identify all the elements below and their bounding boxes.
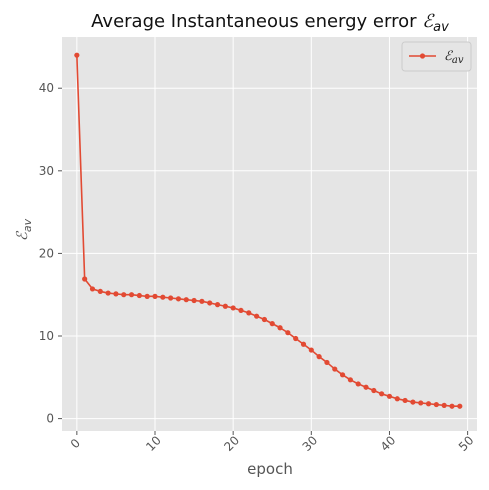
x-axis-ticks: 0 10 20 30 40 50	[68, 431, 477, 454]
chart-title: Average Instantaneous energy error ℰav	[91, 11, 449, 35]
chart-title-symbol: ℰ	[422, 11, 435, 32]
data-point	[113, 291, 119, 297]
data-point	[425, 401, 432, 407]
data-point	[214, 302, 221, 308]
data-point	[246, 310, 252, 316]
data-point	[285, 330, 291, 336]
data-point	[347, 377, 353, 383]
data-point	[269, 321, 275, 327]
data-point	[89, 286, 96, 292]
y-tick-label: 10	[39, 329, 54, 343]
data-point	[402, 397, 408, 404]
legend: ℰav	[401, 41, 472, 72]
data-point	[433, 401, 439, 408]
data-point	[121, 292, 127, 298]
data-point	[261, 316, 268, 323]
data-point	[316, 354, 322, 360]
data-point	[144, 293, 150, 299]
data-point	[168, 295, 174, 301]
plot-area	[62, 37, 477, 431]
y-tick-label: 20	[39, 246, 54, 260]
data-point	[449, 403, 455, 409]
data-point	[230, 305, 236, 311]
data-point	[222, 303, 228, 309]
data-point	[308, 347, 314, 353]
data-point	[128, 292, 135, 298]
data-point	[277, 325, 283, 331]
legend-label-symbol: ℰ	[444, 49, 453, 64]
data-point	[105, 290, 111, 296]
data-point	[152, 293, 158, 299]
y-axis-label: ℰav	[13, 218, 34, 241]
x-tick-label: 40	[378, 433, 399, 454]
data-point	[160, 294, 166, 300]
y-axis-label-subscript: av	[21, 218, 34, 232]
y-tick-label: 0	[46, 412, 54, 426]
y-axis-label-symbol: ℰ	[13, 230, 31, 241]
data-point	[238, 307, 244, 314]
data-point	[410, 399, 416, 405]
data-point	[386, 393, 393, 399]
svg-text:Average Instantaneous energy e: Average Instantaneous energy error ℰav	[91, 11, 449, 35]
x-tick-label: 0	[68, 436, 83, 451]
svg-text:ℰav: ℰav	[444, 49, 464, 66]
data-point	[300, 341, 307, 347]
legend-label-subscript: av	[452, 55, 464, 66]
x-axis-label: epoch	[247, 460, 293, 478]
data-point	[175, 296, 182, 302]
svg-text:ℰav: ℰav	[13, 218, 34, 241]
data-point	[332, 366, 338, 372]
data-point	[136, 292, 142, 299]
data-point	[191, 297, 197, 304]
data-point	[394, 396, 400, 402]
legend-marker-swatch	[419, 53, 426, 59]
chart-title-subscript: av	[433, 20, 449, 35]
legend-box	[401, 41, 472, 72]
data-point	[254, 313, 260, 319]
data-point	[207, 300, 213, 306]
data-point	[371, 387, 377, 394]
x-tick-label: 10	[143, 433, 164, 454]
series-layer	[74, 52, 463, 409]
data-point	[418, 400, 424, 406]
data-point	[82, 276, 88, 282]
x-tick-label: 50	[456, 433, 477, 454]
data-point	[293, 335, 299, 342]
y-tick-label: 30	[39, 164, 54, 178]
data-point	[199, 298, 205, 304]
data-point	[355, 381, 361, 387]
data-point	[97, 288, 103, 295]
grid-lines	[62, 37, 477, 431]
y-axis-ticks: 0 10 20 30 40	[39, 81, 62, 426]
x-tick-label: 30	[300, 433, 321, 454]
data-point	[457, 403, 463, 409]
data-point	[74, 52, 80, 58]
data-point	[324, 359, 330, 366]
y-tick-label: 40	[39, 81, 54, 95]
chart-title-text: Average Instantaneous energy error	[91, 11, 422, 32]
data-point	[379, 391, 385, 397]
data-point	[441, 402, 447, 408]
data-point	[339, 372, 346, 378]
x-tick-label: 20	[221, 433, 242, 454]
data-point	[183, 297, 189, 303]
data-point	[363, 384, 369, 390]
